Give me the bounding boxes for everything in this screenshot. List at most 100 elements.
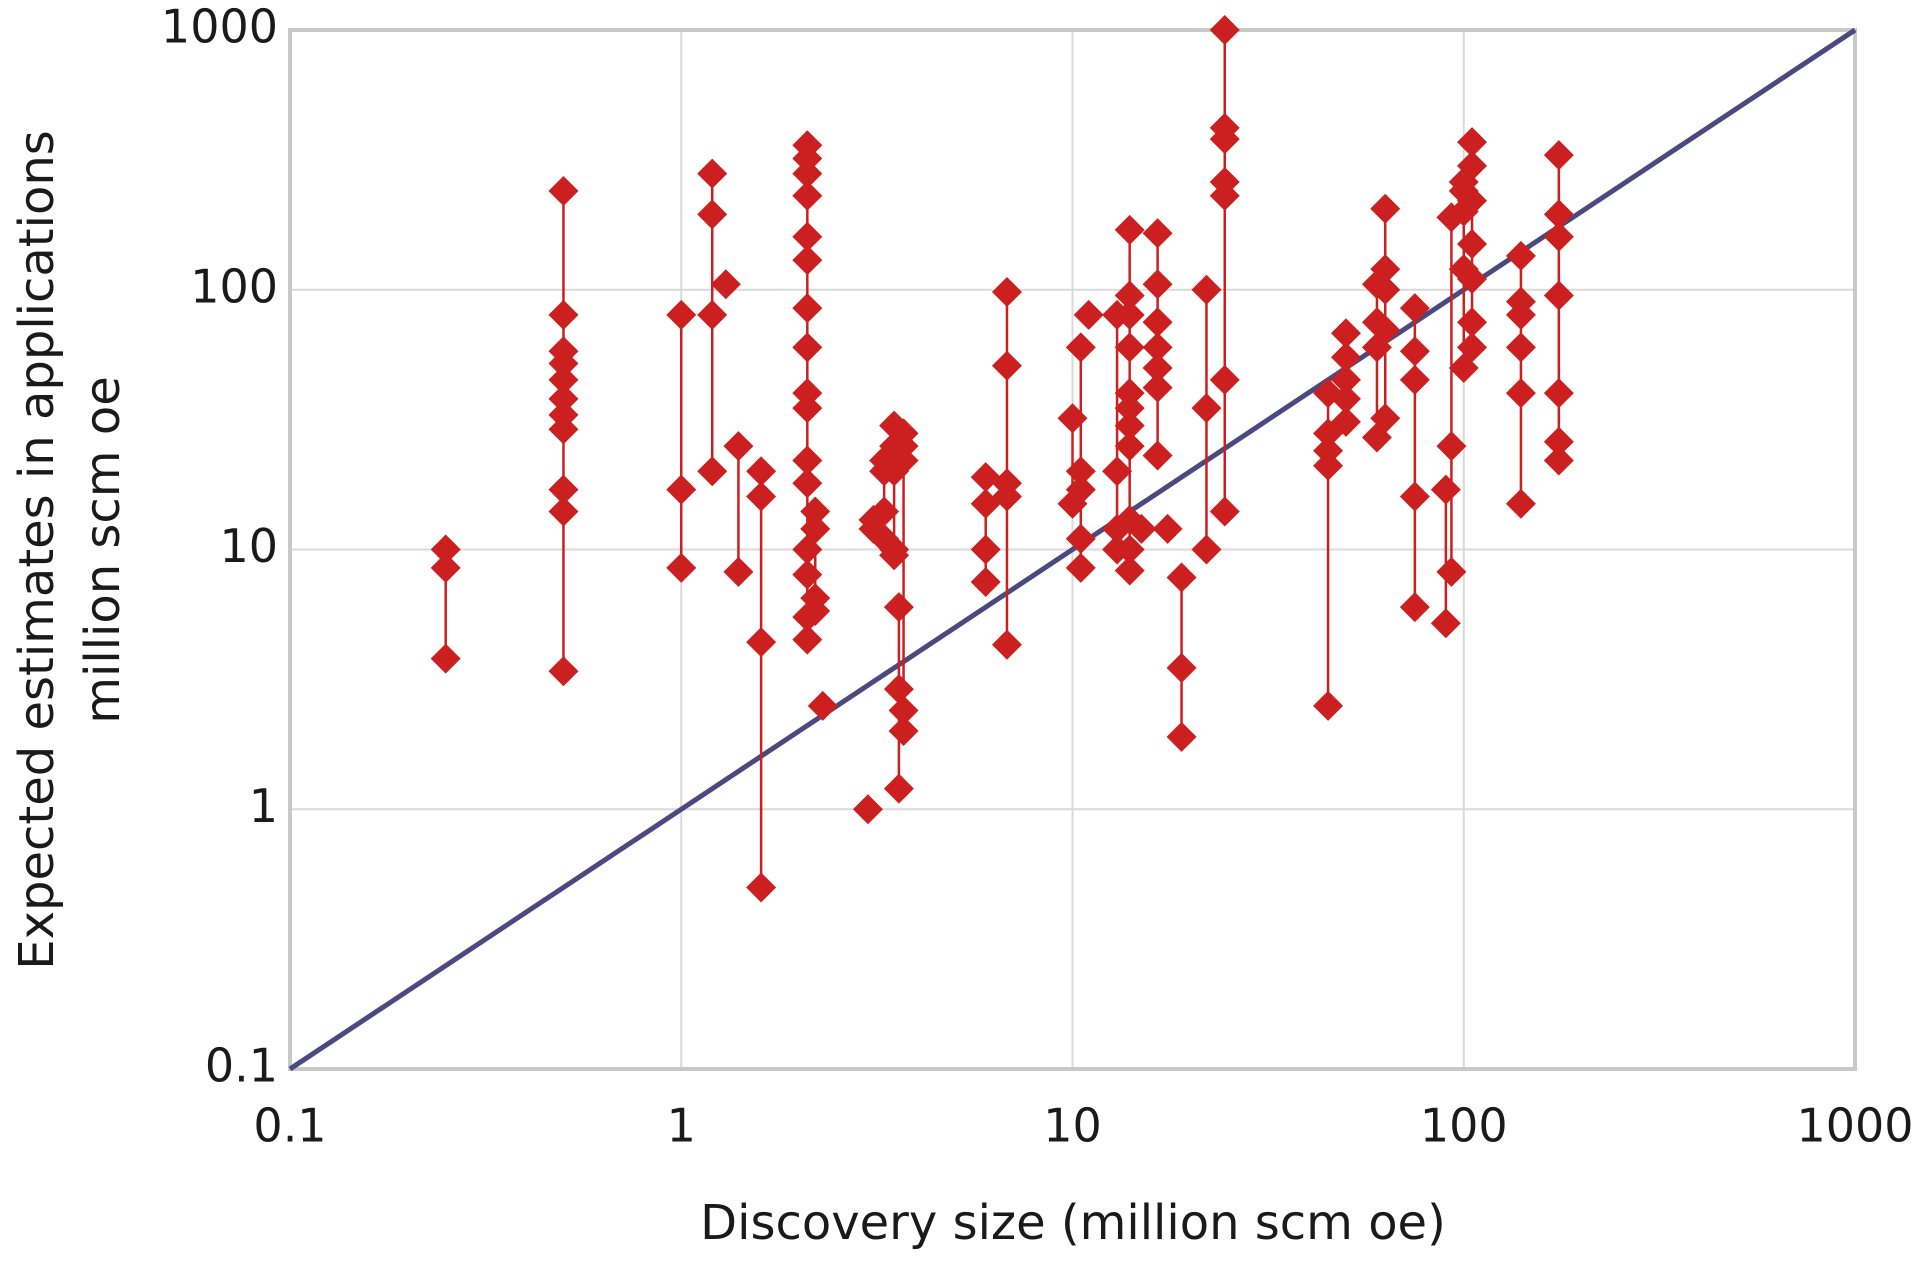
data-point — [869, 496, 900, 527]
data-point — [1543, 280, 1574, 311]
data-point — [697, 299, 728, 330]
data-point — [1209, 364, 1240, 395]
data-point — [1457, 185, 1488, 216]
data-point — [792, 332, 823, 363]
data-point — [1505, 378, 1536, 409]
data-point — [1399, 481, 1430, 512]
data-point — [792, 445, 823, 476]
data-point — [548, 496, 579, 527]
x-tick-label: 10 — [1043, 1099, 1102, 1153]
data-point — [1330, 406, 1361, 437]
data-point — [548, 364, 579, 395]
data-point — [697, 158, 728, 189]
x-tick-label: 1 — [667, 1099, 696, 1153]
data-point — [1142, 440, 1173, 471]
y-axis-title: million scm oe — [75, 376, 131, 723]
data-point — [1114, 555, 1145, 586]
data-point — [1114, 280, 1145, 311]
data-point — [800, 513, 831, 544]
data-point — [888, 716, 919, 747]
data-point — [970, 566, 1001, 597]
data-point — [1330, 318, 1361, 349]
data-point — [1209, 124, 1240, 155]
data-point — [1166, 652, 1197, 683]
data-point — [792, 180, 823, 211]
data-point — [746, 456, 777, 487]
y-tick-label: 100 — [190, 259, 278, 313]
data-point — [792, 393, 823, 424]
data-point — [548, 299, 579, 330]
data-point — [800, 496, 831, 527]
data-point — [1126, 513, 1157, 544]
data-point — [666, 552, 697, 583]
data-point — [1065, 456, 1096, 487]
data-point — [1313, 450, 1344, 481]
data-point — [1057, 403, 1088, 434]
data-point — [883, 674, 914, 705]
data-point — [879, 540, 910, 571]
data-point — [991, 350, 1022, 381]
data-point — [1142, 307, 1173, 338]
data-point — [807, 690, 838, 721]
data-point — [430, 552, 461, 583]
data-point — [1142, 269, 1173, 300]
data-point — [792, 158, 823, 189]
data-point — [1209, 180, 1240, 211]
y-tick-label: 1000 — [161, 0, 278, 54]
data-point — [666, 299, 697, 330]
data-point — [548, 348, 579, 379]
data-point — [1457, 150, 1488, 181]
reference-line — [288, 27, 1857, 1072]
x-tick-label: 1000 — [1796, 1099, 1913, 1153]
data-point — [991, 277, 1022, 308]
data-point — [697, 199, 728, 230]
data-point — [1430, 474, 1461, 505]
data-point — [1430, 608, 1461, 639]
data-point — [792, 468, 823, 499]
data-point — [1102, 456, 1133, 487]
data-point — [746, 481, 777, 512]
data-point — [746, 627, 777, 658]
x-tick-label: 0.1 — [253, 1099, 326, 1153]
data-point — [710, 269, 741, 300]
data-point — [1313, 435, 1344, 466]
x-axis-title: Discovery size (million scm oe) — [700, 1195, 1446, 1251]
data-point — [1142, 372, 1173, 403]
data-point — [723, 431, 754, 462]
data-point — [1370, 403, 1401, 434]
data-point — [1114, 410, 1145, 441]
data-point — [1399, 336, 1430, 367]
data-point — [792, 378, 823, 409]
data-point — [1114, 534, 1145, 565]
data-point — [1114, 431, 1145, 462]
y-tick-label: 0.1 — [205, 1039, 278, 1093]
data-point — [1073, 299, 1104, 330]
data-point — [1399, 592, 1430, 623]
data-point — [1543, 378, 1574, 409]
data-point — [1399, 364, 1430, 395]
data-point — [430, 534, 461, 565]
data-point — [697, 456, 728, 487]
data-point — [1370, 274, 1401, 305]
plot-border — [288, 28, 1857, 1071]
data-point — [970, 462, 1001, 493]
data-point — [1191, 534, 1222, 565]
data-point — [852, 794, 883, 825]
data-point — [1457, 229, 1488, 260]
data-point — [1191, 274, 1222, 305]
data-point — [792, 293, 823, 324]
data-point — [1065, 552, 1096, 583]
data-point — [1114, 332, 1145, 363]
data-point — [1330, 383, 1361, 414]
data-point — [746, 872, 777, 903]
data-point — [1543, 199, 1574, 230]
data-point — [1114, 378, 1145, 409]
data-point — [800, 595, 831, 626]
data-point — [1330, 364, 1361, 395]
data-point — [1543, 445, 1574, 476]
data-point — [1457, 263, 1488, 294]
data-point — [1166, 562, 1197, 593]
data-point — [883, 592, 914, 623]
data-point — [1152, 513, 1183, 544]
